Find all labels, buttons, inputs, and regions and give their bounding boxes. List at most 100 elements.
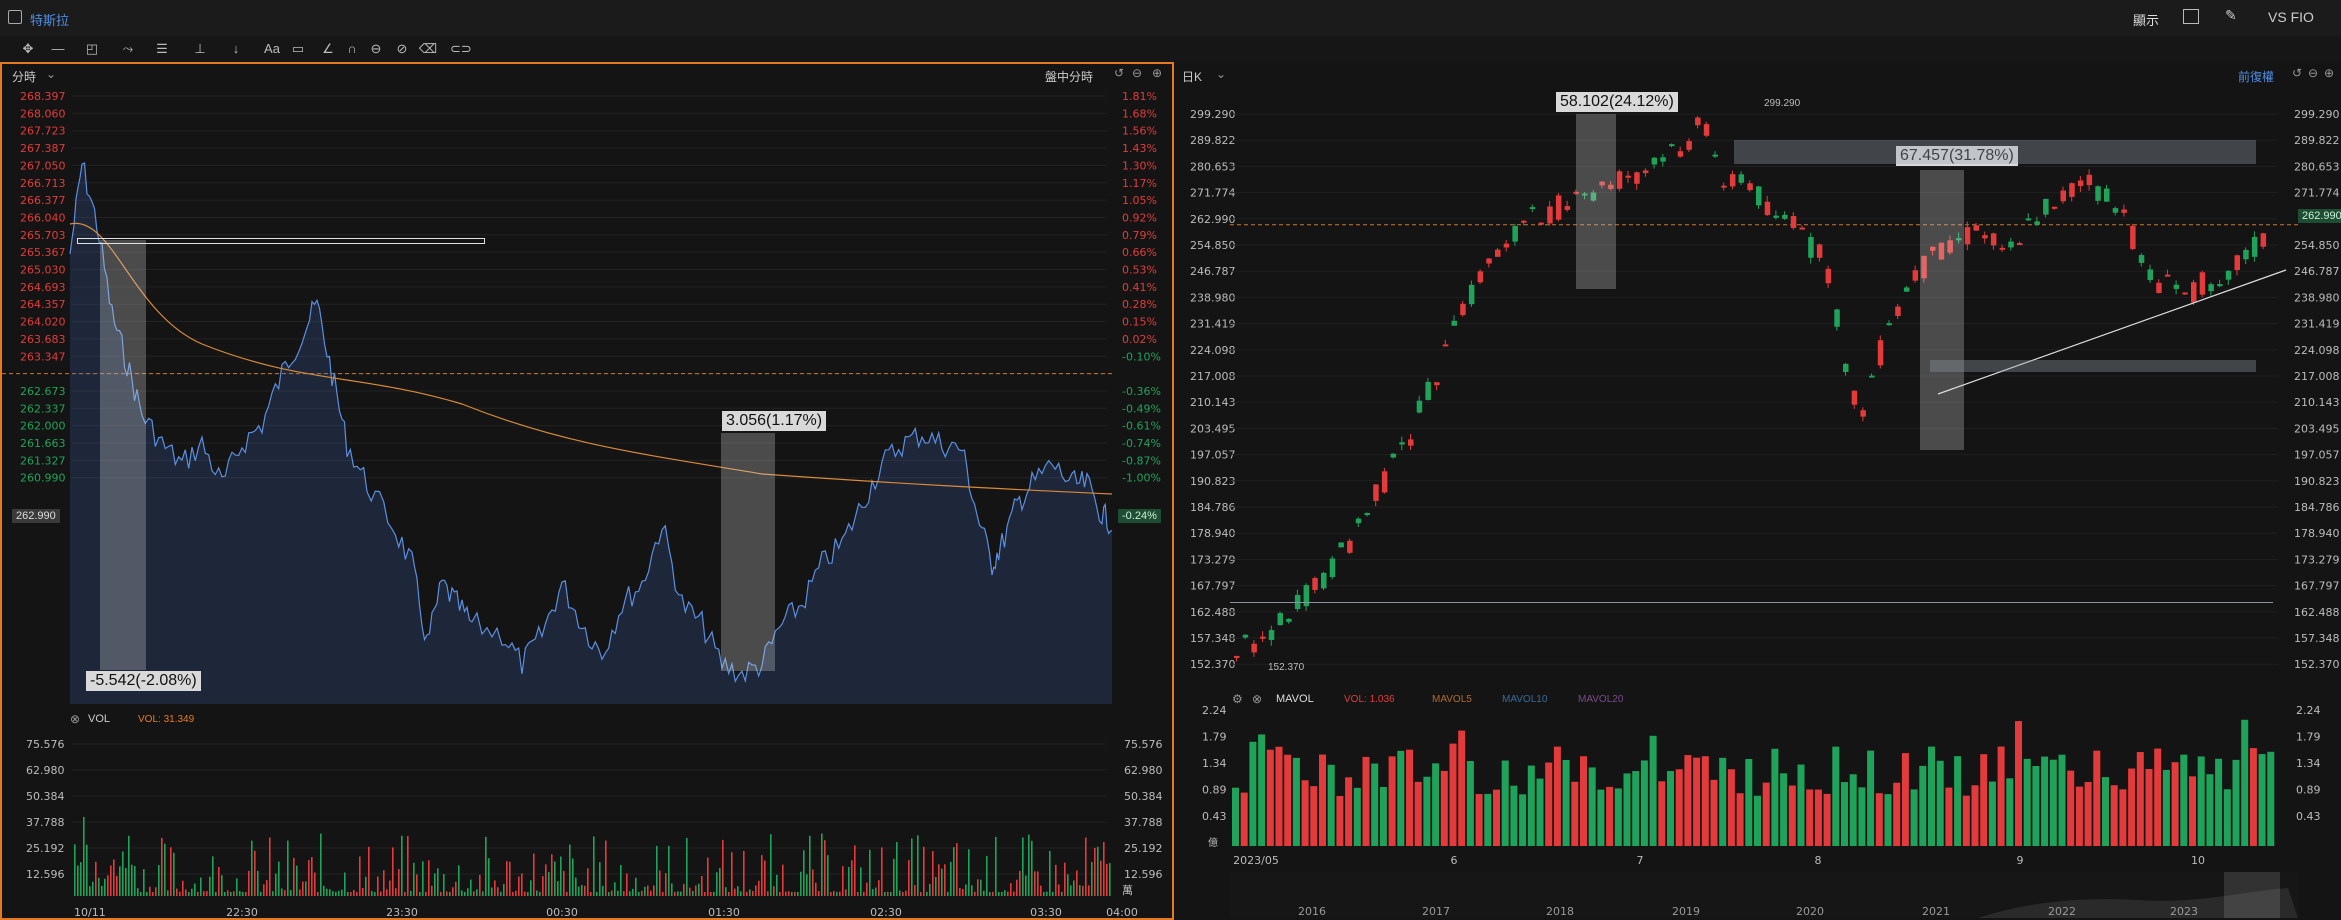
vol-bar — [1371, 763, 1379, 846]
intraday-chart[interactable]: 268.397 268.060 267.723 267.387 267.050 266.7… — [2, 64, 1172, 920]
line-icon[interactable]: — — [51, 41, 65, 56]
price-tick-label-right: 246.787 — [2294, 265, 2340, 278]
fib-icon[interactable]: ☰ — [156, 41, 168, 56]
candle-body — [2260, 233, 2267, 247]
candle-body — [1564, 206, 1571, 210]
vol-bar — [614, 882, 616, 896]
price-tick-label: 203.495 — [1190, 422, 1236, 435]
vol-bar — [77, 865, 79, 896]
magnet-icon[interactable]: ∩ — [347, 41, 357, 56]
pct-tick-label: 0.53% — [1122, 264, 1157, 277]
minimize-icon[interactable]: ⊖ — [2308, 66, 2319, 80]
support-line[interactable] — [1230, 602, 2273, 603]
candle-body — [1877, 340, 1884, 366]
edit-icon[interactable]: ✎ — [2225, 7, 2237, 23]
vol-bar — [899, 890, 901, 896]
measure-box-1[interactable] — [1576, 114, 1616, 289]
trend-icon[interactable]: ⤳ — [122, 41, 134, 56]
add-icon[interactable]: ⊕ — [2324, 66, 2335, 80]
candle-body — [1468, 284, 1475, 305]
text-icon[interactable]: Aa — [264, 41, 280, 56]
mode-selector[interactable]: 盤中分時 — [1045, 70, 1094, 84]
lock-icon[interactable]: ⊖ — [370, 41, 382, 56]
price-tick-label: 264.020 — [20, 316, 66, 329]
candle-body — [1799, 227, 1805, 230]
measure-box-2[interactable] — [1920, 170, 1964, 450]
layout-icon[interactable] — [2183, 9, 2199, 24]
move-icon[interactable]: ✥ — [22, 41, 34, 56]
vol-bar — [818, 891, 820, 896]
refresh-icon[interactable]: ↺ — [2292, 66, 2303, 80]
vol-bar — [110, 865, 112, 896]
vol-bar — [356, 891, 358, 896]
vol-tick-label-right: 1.79 — [2296, 731, 2321, 744]
measure-box-1[interactable] — [100, 240, 146, 670]
time-tick-label: 00:30 — [546, 906, 578, 919]
vol-bar — [530, 880, 532, 896]
vol-bar — [491, 887, 493, 896]
vol-bar — [1046, 891, 1048, 896]
candle-body — [1521, 220, 1527, 223]
support-zone[interactable] — [1930, 360, 2256, 372]
period-selector[interactable]: 分時 — [12, 70, 37, 84]
high-label: 299.290 — [1764, 98, 1801, 109]
vol-bar — [992, 891, 994, 896]
vol-bar — [197, 892, 199, 896]
chevron-down-icon[interactable]: ⌄ — [1216, 67, 1227, 81]
shape-icon[interactable]: ◰ — [85, 41, 99, 56]
download-icon[interactable]: ↓ — [232, 41, 240, 56]
price-tick-label: 260.990 — [20, 472, 66, 485]
panel-icon[interactable] — [8, 10, 22, 24]
candle-body — [1721, 185, 1727, 188]
vol-bar — [293, 857, 295, 896]
vol-value: VOL: 31.349 — [138, 714, 195, 725]
vol-bar — [668, 845, 670, 896]
vol-bar — [131, 864, 133, 896]
vol-bar — [410, 890, 412, 896]
hide-icon[interactable]: ⊘ — [396, 41, 408, 56]
add-icon[interactable]: ⊕ — [1152, 66, 1163, 80]
vol-tick-label: 1.79 — [1202, 731, 1227, 744]
kline-chart[interactable]: 299.290 299.290 289.822 289.822 280.653 280.6… — [1178, 62, 2341, 920]
link-icon[interactable]: ⊂⊃ — [450, 41, 472, 56]
vol-tick-label: 25.192 — [26, 842, 65, 855]
chevron-down-icon[interactable]: ⌄ — [46, 67, 57, 81]
vol-bar — [1028, 834, 1030, 896]
vol-bar — [284, 890, 286, 896]
vol-bar — [941, 868, 943, 896]
vol-bar — [572, 858, 574, 896]
adjust-selector[interactable]: 前復權 — [2238, 70, 2275, 84]
refresh-icon[interactable]: ↺ — [1114, 66, 1125, 80]
measure-icon[interactable]: ⊥ — [194, 41, 206, 56]
vol-bar — [1527, 765, 1535, 846]
settings-icon[interactable]: ⚙ — [1232, 692, 1243, 706]
compare-label[interactable]: VS FIO — [2268, 9, 2314, 25]
price-tick-label-right: 184.786 — [2294, 501, 2340, 514]
horizontal-line-drawing[interactable] — [77, 238, 485, 244]
minimize-icon[interactable]: ⊖ — [1132, 66, 1143, 80]
vol-bar — [1901, 753, 1909, 846]
measure-box-2[interactable] — [721, 433, 775, 671]
mavol-title[interactable]: MAVOL — [1276, 693, 1314, 705]
vol-label[interactable]: VOL — [88, 713, 111, 725]
ruler-icon[interactable]: ∠ — [322, 41, 334, 56]
close-vol-icon[interactable]: ⊗ — [1252, 692, 1263, 706]
vol-bar — [512, 891, 514, 896]
vol-bar — [782, 864, 784, 896]
vol-bar — [1061, 891, 1063, 896]
vol-bar — [239, 891, 241, 896]
period-selector-daily[interactable]: 日K — [1182, 70, 1203, 84]
measure-label-1: 58.102(24.12%) — [1556, 92, 1678, 112]
delete-icon[interactable]: ⌫ — [418, 41, 438, 56]
close-vol-icon[interactable]: ⊗ — [70, 712, 81, 726]
vol-bar — [929, 883, 931, 896]
display-menu[interactable]: 顯示 — [2133, 13, 2160, 28]
vol-bar — [134, 865, 136, 896]
vol-bar — [830, 891, 832, 896]
resistance-zone[interactable] — [1734, 140, 2256, 164]
comment-icon[interactable]: ▭ — [291, 41, 305, 56]
vol-bar — [551, 854, 553, 896]
candle-body — [1869, 375, 1875, 378]
vol-bar — [1076, 870, 1078, 896]
price-tick-label-right: 217.008 — [2294, 370, 2340, 383]
